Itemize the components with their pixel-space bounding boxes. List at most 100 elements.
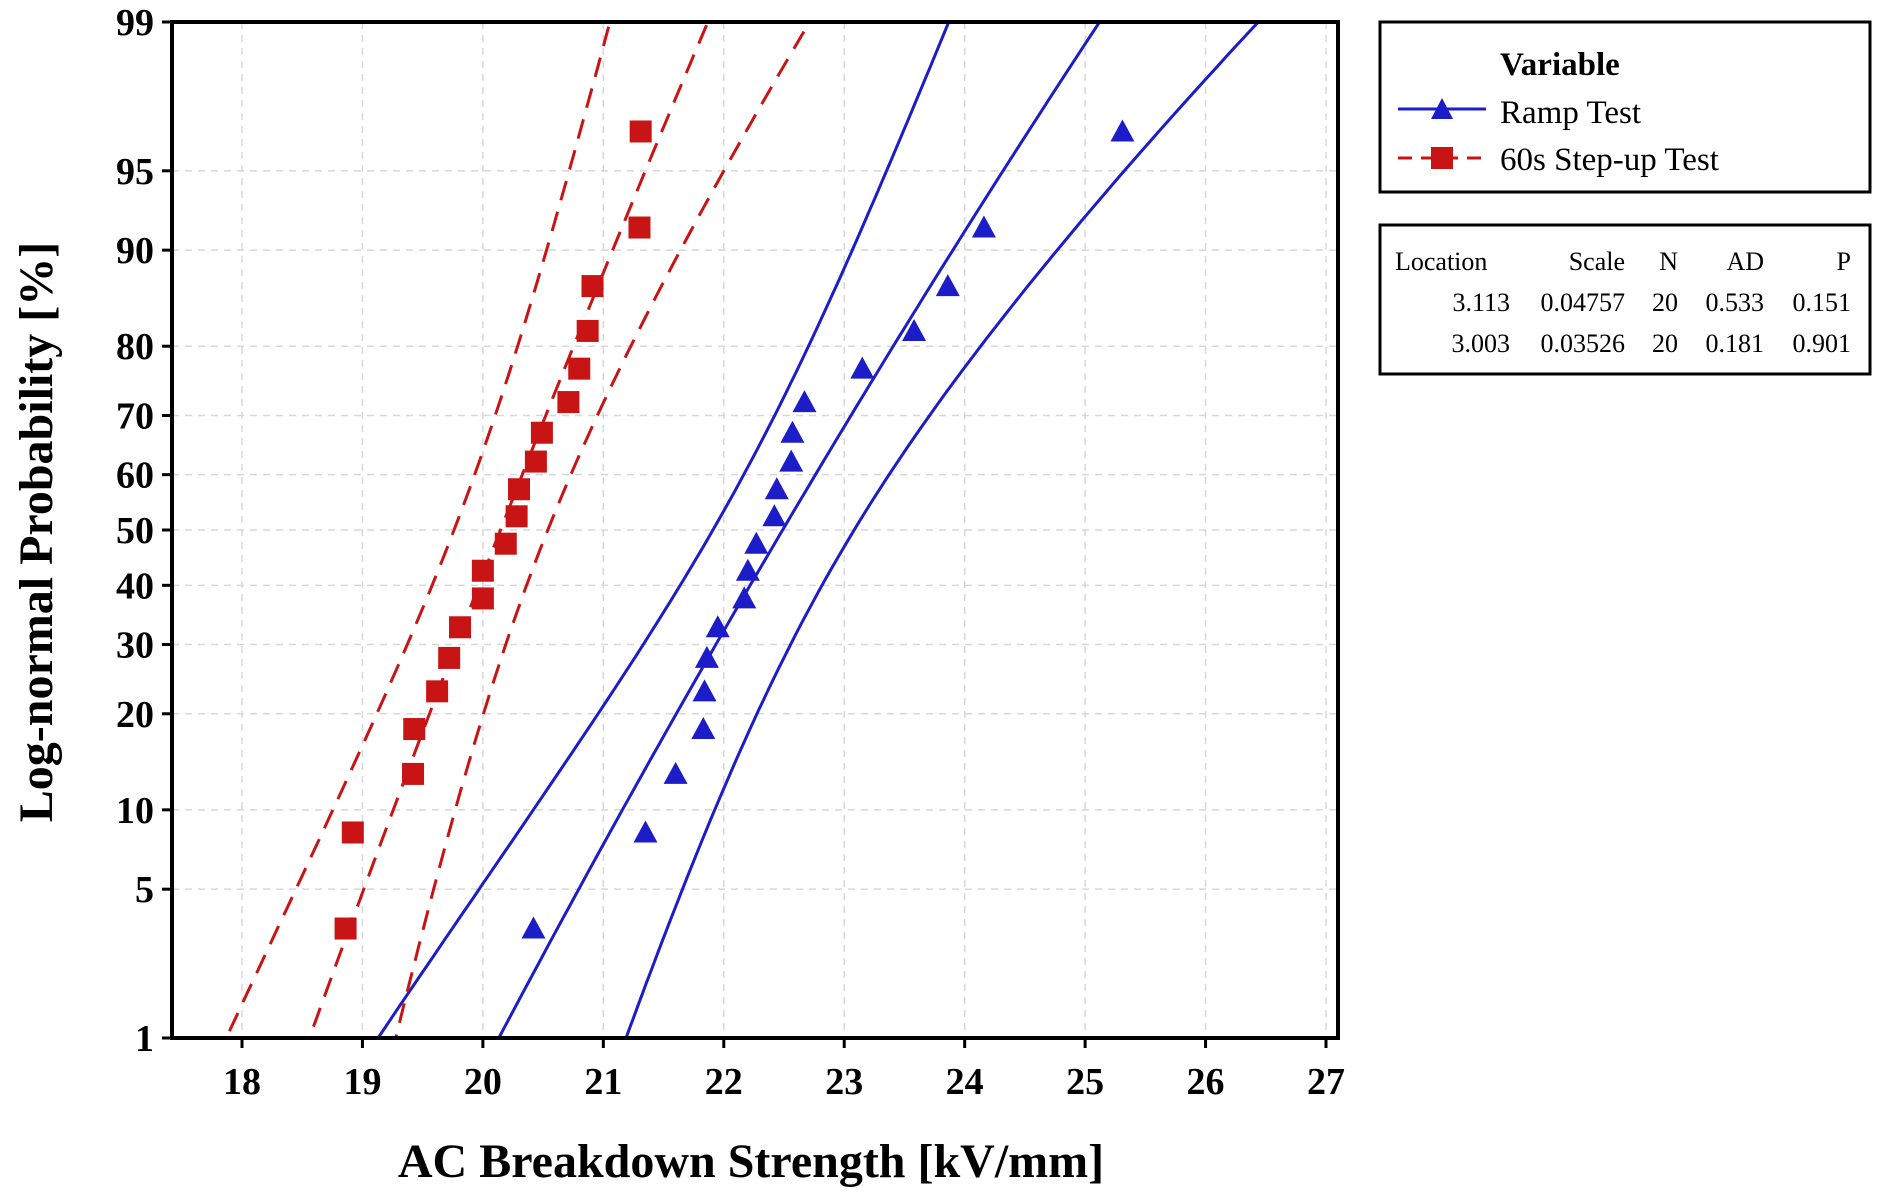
stats-table-frame <box>1378 223 1872 376</box>
y-tick-label: 50 <box>116 510 154 552</box>
stats-header-location: Location <box>1395 247 1487 276</box>
y-tick-label: 5 <box>135 869 154 911</box>
step-up-point <box>334 917 357 940</box>
ramp-point <box>521 916 546 939</box>
x-tick-label: 23 <box>825 1061 863 1103</box>
fit-lines <box>307 22 1102 1038</box>
step-up-point <box>471 587 494 610</box>
ramp-point <box>971 215 996 238</box>
y-tick-label: 80 <box>116 326 154 368</box>
x-tick-label: 26 <box>1187 1061 1225 1103</box>
stats-row1-location: 3.113 <box>1452 288 1510 317</box>
y-tick-label: 90 <box>116 230 154 272</box>
stats-row2-p: 0.901 <box>1793 329 1852 358</box>
y-tick-label: 10 <box>116 790 154 832</box>
data-points <box>334 119 1135 940</box>
ramp-point <box>663 761 688 784</box>
legend: Variable Ramp Test 60s Step-up Test <box>1378 20 1872 194</box>
step-up-point <box>629 120 652 143</box>
ramp-point <box>780 420 805 443</box>
y-tick-label: 30 <box>116 625 154 667</box>
stats-header-scale: Scale <box>1569 247 1625 276</box>
stats-row1-p: 0.151 <box>1793 288 1852 317</box>
step-up-point <box>341 821 364 844</box>
ramp-upper-band <box>624 22 1261 1038</box>
stats-row2-ad: 0.181 <box>1706 329 1765 358</box>
ramp-point <box>779 449 804 472</box>
step-up-point <box>568 357 591 380</box>
step-up-upper-band <box>394 22 812 1038</box>
step-up-point <box>426 680 449 703</box>
step-up-point <box>438 646 461 669</box>
legend-frame <box>1378 20 1872 194</box>
y-tick-label: 40 <box>116 565 154 607</box>
ramp-point <box>732 586 757 609</box>
step-up-point <box>628 216 651 239</box>
step-up-point <box>403 718 426 741</box>
step-up-point <box>581 275 604 298</box>
ramp-point <box>692 679 717 702</box>
ramp-point <box>792 390 817 413</box>
stats-row2-location: 3.003 <box>1452 329 1511 358</box>
stats-table: Location Scale N AD P 3.113 0.04757 20 0… <box>1378 223 1872 376</box>
confidence-bands <box>224 22 1261 1038</box>
y-tick-label: 20 <box>116 694 154 736</box>
step-up-point <box>576 319 599 342</box>
ramp-point <box>935 274 960 297</box>
legend-step-marker <box>1431 147 1453 169</box>
step-up-point <box>557 391 580 414</box>
ramp-point <box>850 356 875 379</box>
legend-ramp-marker <box>1431 98 1453 119</box>
y-tick-label: 99 <box>116 2 154 44</box>
ramp-point <box>694 645 719 668</box>
stats-row1-n: 20 <box>1652 288 1678 317</box>
stats-row1-ad: 0.533 <box>1706 288 1765 317</box>
y-tick-label: 95 <box>116 151 154 193</box>
ramp-point <box>1110 119 1135 142</box>
step-up-point <box>494 532 517 555</box>
y-tick-label: 60 <box>116 455 154 497</box>
legend-step-label: 60s Step-up Test <box>1500 142 1719 178</box>
y-axis-title: Log-normal Probability [%] <box>10 242 63 822</box>
step-up-lower-band <box>224 22 612 1038</box>
step-up-point <box>402 762 425 785</box>
stats-row1-scale: 0.04757 <box>1541 288 1626 317</box>
step-up-point <box>524 450 547 473</box>
y-tick-label: 70 <box>116 395 154 437</box>
step-up-point <box>508 478 531 501</box>
x-tick-label: 19 <box>343 1061 381 1103</box>
ramp-point <box>705 615 730 638</box>
x-axis-title: AC Breakdown Strength [kV/mm] <box>398 1135 1104 1188</box>
stats-row2-n: 20 <box>1652 329 1678 358</box>
ramp-point <box>691 717 716 740</box>
x-tick-label: 20 <box>464 1061 502 1103</box>
step-up-point <box>505 505 528 528</box>
ramp-point <box>902 318 927 341</box>
x-tick-label: 25 <box>1066 1061 1104 1103</box>
legend-title: Variable <box>1500 47 1620 83</box>
stats-header-n: N <box>1659 247 1678 276</box>
step-up-fit-line <box>307 22 710 1038</box>
ramp-lower-band <box>376 22 951 1038</box>
ramp-fit-line <box>497 22 1102 1038</box>
x-tick-label: 24 <box>946 1061 984 1103</box>
legend-ramp-label: Ramp Test <box>1500 95 1641 131</box>
grid-lines <box>172 22 1338 1038</box>
ramp-point <box>735 558 760 581</box>
step-up-point <box>471 559 494 582</box>
ramp-point <box>764 477 789 500</box>
stats-header-p: P <box>1837 247 1851 276</box>
x-tick-label: 21 <box>584 1061 622 1103</box>
y-tick-label: 1 <box>135 1018 154 1060</box>
x-tick-label: 27 <box>1307 1061 1345 1103</box>
x-tick-label: 22 <box>705 1061 743 1103</box>
step-up-point <box>449 616 472 639</box>
stats-row2-scale: 0.03526 <box>1541 329 1626 358</box>
axis-ticks: 18 19 20 21 22 23 24 25 26 27 1 5 10 20 30 40 50 60 70 80 90… <box>116 2 1345 1103</box>
step-up-point <box>530 421 553 444</box>
ramp-point <box>744 531 769 554</box>
ramp-point <box>633 820 658 843</box>
stats-header-ad: AD <box>1726 247 1764 276</box>
ramp-point <box>762 504 787 527</box>
